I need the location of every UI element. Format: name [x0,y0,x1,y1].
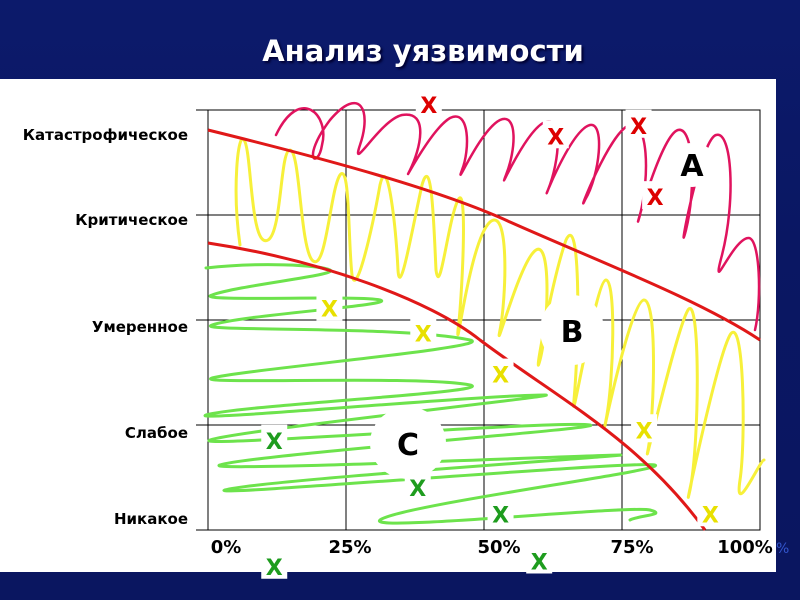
zone-b-label-bg [540,295,604,365]
mark-bg-zone-a-1 [542,120,569,149]
zone-c-hatch [203,263,658,525]
zone-b-label: B [561,315,584,350]
mark-bg-zone-a-3 [642,181,669,210]
mark-x-zone-b-2: X [492,364,509,389]
axis-ticks [196,109,208,531]
mark-x-zone-c-2: X [492,503,509,528]
mark-bg-zone-c-1 [404,472,431,500]
mark-x-zone-c-3: X [531,551,548,576]
x-label-100: 100% [717,537,773,558]
zone-c-label: C [397,428,419,463]
slide-title: Анализ уязвимости [262,34,584,68]
boundary-line-lower [207,241,707,531]
mark-x-zone-a-2: X [630,115,647,140]
zone-c-label-group [370,407,446,479]
mark-x-zone-c-1: X [409,477,426,502]
boundary-line-upper [207,128,761,342]
mark-x-zone-a-0: X [420,94,437,119]
mark-bg-zone-b-1 [410,317,437,346]
mark-bg-zone-c-4 [261,550,288,579]
y-label-weak: Слабое [124,424,188,442]
x-label-25: 25% [328,537,372,558]
x-label-75: 75% [610,537,654,558]
x-label-50: 50% [477,537,521,558]
mark-bg-zone-b-3 [631,414,658,443]
mark-bg-zone-b-4 [697,498,724,527]
y-label-critical: Критическое [75,211,188,229]
y-label-moderate: Умеренное [91,318,188,336]
mark-x-zone-b-0: X [321,297,338,322]
mark-x-zone-c-0: X [266,430,283,455]
mark-bg-zone-c-2 [487,498,514,527]
zone-c-label-bg [370,407,446,479]
mark-x-zone-a-1: X [547,125,564,150]
zone-a-label-bg [666,143,718,187]
mark-bg-zone-c-0 [261,424,288,453]
mark-x-zone-b-1: X [415,323,432,348]
zone-a-label-group [666,143,718,187]
x-axis-unit: % [776,541,790,557]
zone-b-label-group [540,295,604,365]
zone-b-hatch [234,137,766,499]
zone-a-label: A [680,149,704,184]
mark-bg-zone-a-2 [625,109,652,138]
mark-bg-zone-a-0 [415,88,442,117]
x-label-0: 0% [210,537,242,558]
mark-x-zone-a-3: X [647,186,664,211]
y-label-none: Никакое [113,510,188,528]
mark-x-zone-b-4: X [702,503,719,528]
mark-bg-zone-c-3 [526,545,553,574]
mark-bg-zone-b-0 [316,292,343,321]
mark-x-zone-c-4: X [266,556,283,581]
mark-bg-zone-b-2 [487,358,514,387]
label-panel [0,79,196,572]
mark-x-zone-b-3: X [636,419,653,444]
y-label-catastrophic: Катастрофическое [22,126,188,144]
